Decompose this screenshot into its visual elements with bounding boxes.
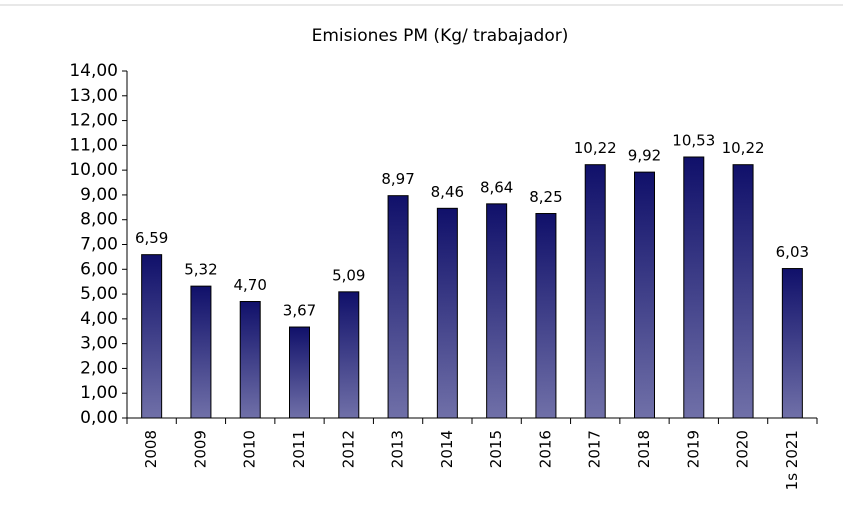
x-tick-label: 2012 <box>339 430 357 468</box>
y-tick-label: 10,00 <box>69 160 118 180</box>
bar <box>732 164 754 419</box>
value-label: 5,32 <box>184 261 217 279</box>
x-tick-label: 2013 <box>389 430 407 468</box>
bar <box>289 326 310 419</box>
x-tick-label: 2011 <box>290 430 308 468</box>
x-tick-label: 2009 <box>191 430 209 468</box>
bar <box>141 254 163 419</box>
value-label: 5,09 <box>332 266 365 284</box>
x-tick-label: 2017 <box>586 430 604 468</box>
bar <box>781 268 803 419</box>
x-tick-label: 2020 <box>734 430 752 468</box>
y-tick-label: 5,00 <box>80 284 118 304</box>
value-label: 10,22 <box>574 139 617 157</box>
y-tick-label: 6,00 <box>80 259 118 279</box>
value-label: 10,53 <box>672 132 715 150</box>
y-tick-label: 0,00 <box>80 408 118 428</box>
bar <box>634 171 655 419</box>
y-tick-label: 1,00 <box>80 383 118 403</box>
value-label: 8,46 <box>431 183 464 201</box>
value-label: 6,03 <box>776 243 809 261</box>
bar <box>436 207 458 419</box>
bar <box>338 291 360 419</box>
x-tick-label: 2018 <box>635 430 653 468</box>
x-tick-label: 1s 2021 <box>783 430 801 490</box>
y-tick-label: 14,00 <box>69 61 118 81</box>
value-label: 6,59 <box>135 229 168 247</box>
bar <box>387 195 409 419</box>
y-tick-label: 8,00 <box>80 210 118 230</box>
value-label: 8,97 <box>381 170 414 188</box>
y-tick-label: 9,00 <box>80 185 118 205</box>
value-label: 10,22 <box>722 139 765 157</box>
y-tick-label: 2,00 <box>80 358 118 378</box>
value-label: 8,25 <box>529 188 562 206</box>
value-label: 8,64 <box>480 178 513 196</box>
bar <box>486 203 508 419</box>
y-tick-label: 3,00 <box>80 334 118 354</box>
y-tick-label: 4,00 <box>80 309 118 329</box>
bar <box>190 285 212 419</box>
x-tick-label: 2008 <box>142 430 160 468</box>
bar <box>584 164 606 419</box>
bar <box>683 156 705 419</box>
y-tick-label: 11,00 <box>69 135 118 155</box>
bar <box>239 301 261 419</box>
x-tick-label: 2019 <box>684 430 702 468</box>
value-label: 9,92 <box>628 147 661 165</box>
y-tick-label: 13,00 <box>69 86 118 106</box>
chart-title: Emisiones PM (Kg/ trabajador) <box>312 26 569 46</box>
x-tick-label: 2014 <box>438 430 456 468</box>
value-label: 3,67 <box>283 302 316 320</box>
x-tick-label: 2015 <box>487 430 505 468</box>
bar <box>535 213 557 419</box>
value-label: 4,70 <box>234 276 267 294</box>
x-tick-label: 2016 <box>536 430 554 468</box>
y-tick-label: 12,00 <box>69 111 118 131</box>
y-tick-label: 7,00 <box>80 235 118 255</box>
x-tick-label: 2010 <box>241 430 259 468</box>
